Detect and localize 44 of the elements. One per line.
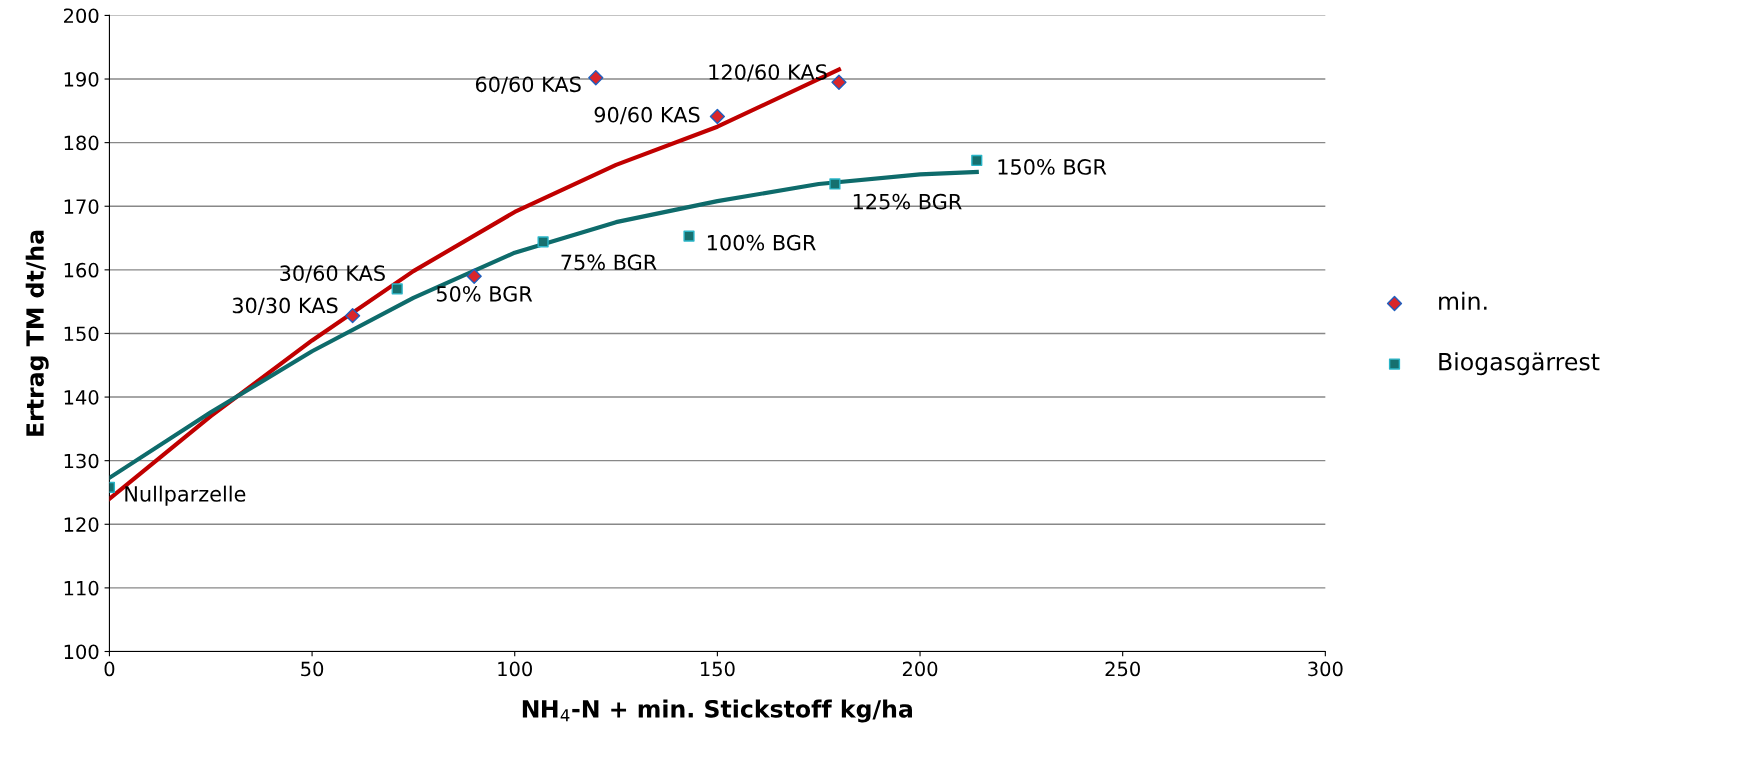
x-axis-title: NH$_{4}$-N + min. Stickstoff kg/ha: [522, 699, 912, 723]
point: [344, 308, 361, 324]
point: [971, 154, 983, 167]
point: [683, 230, 695, 242]
annotation: 75% BGR: [561, 254, 657, 271]
annotation: 30/30 KAS: [232, 297, 338, 315]
x-tick-label: 100: [498, 661, 532, 677]
y-tick-label: 140: [64, 390, 99, 405]
point: [709, 108, 726, 125]
annotation: 90/60 KAS: [594, 106, 700, 125]
y-tick-label: 120: [64, 517, 99, 532]
annotation: 60/60 KAS: [475, 76, 581, 94]
x-tick-label: 0: [104, 661, 115, 677]
y-tick-label: 150: [64, 326, 99, 342]
line-series: [109, 169, 979, 480]
legend-label: min.: [1439, 291, 1487, 310]
annotation: 50% BGR: [436, 285, 533, 302]
x-tick-label: 200: [902, 661, 938, 677]
point: [537, 236, 549, 248]
point: [829, 178, 841, 190]
x-tick-label: 150: [700, 661, 735, 677]
y-tick-label: 170: [64, 199, 99, 214]
annotation: Nullparzelle: [125, 485, 246, 506]
point: [831, 74, 847, 90]
x-tick-label: 50: [301, 661, 324, 677]
legend-label: Biogasgärrest: [1439, 352, 1600, 376]
y-tick-label: 200: [64, 8, 99, 24]
y-tick-label: 130: [64, 453, 99, 469]
point: [466, 268, 482, 284]
y-tick-label: 160: [64, 262, 99, 278]
y-tick-label: 190: [64, 71, 99, 87]
annotation: 120/60 KAS: [709, 64, 827, 82]
annotation: 30/60 KAS: [280, 265, 385, 283]
annotation: 150% BGR: [998, 159, 1107, 175]
y-tick-label: 180: [64, 135, 99, 151]
point: [391, 283, 403, 295]
x-tick-label: 250: [1105, 661, 1140, 677]
x-tick-label: 300: [1308, 661, 1343, 677]
annotation: 100% BGR: [707, 234, 816, 251]
annotation: 125% BGR: [853, 193, 962, 210]
y-tick-label: 100: [64, 644, 99, 660]
point: [588, 70, 604, 86]
y-tick-label: 110: [64, 580, 99, 596]
y-axis-title: Ertrag TM dt/ha: [25, 230, 49, 436]
